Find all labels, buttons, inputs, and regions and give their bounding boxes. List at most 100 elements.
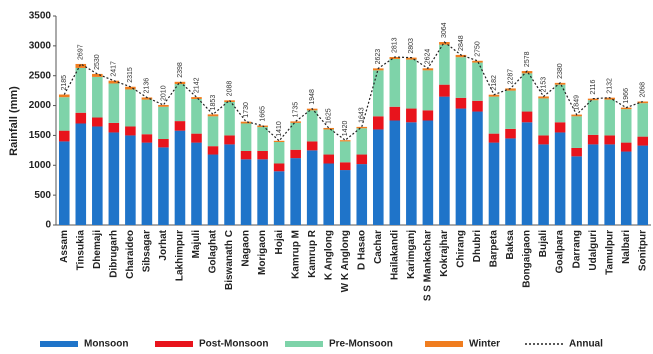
bar-segment — [439, 84, 450, 97]
y-tick-label: 1000 — [29, 160, 52, 171]
x-tick-label: Tinsukia — [75, 230, 86, 271]
bar-segment — [538, 98, 549, 136]
y-tick-label: 2000 — [29, 100, 52, 111]
x-tick-label: Sibsagar — [142, 230, 153, 272]
bar-segment — [125, 135, 136, 225]
legend-label: Pre-Monsoon — [329, 339, 393, 350]
bar-segment — [240, 121, 252, 124]
value-label: 1410 — [276, 121, 283, 137]
value-label: 2136 — [144, 78, 151, 94]
bar-segment — [306, 150, 318, 225]
bar-segment — [224, 101, 235, 136]
bar-segment — [389, 57, 401, 59]
x-tick-label: Nagaon — [241, 230, 252, 267]
bar-segment — [571, 116, 582, 148]
value-label: 2380 — [557, 63, 564, 79]
value-label: 1849 — [573, 95, 580, 111]
x-tick-label: Golaghat — [208, 229, 219, 273]
bar-segment — [273, 141, 285, 164]
value-label: 2142 — [193, 77, 200, 93]
bar-segment — [356, 164, 368, 225]
bar-segment — [472, 111, 483, 225]
x-tick-label: Hojai — [274, 230, 285, 255]
bar-segment — [637, 101, 649, 104]
bar-segment — [571, 156, 582, 225]
x-tick-label: Karimganj — [406, 230, 417, 279]
bar-segment — [389, 58, 401, 107]
bar-segment — [538, 96, 549, 99]
bar-segment — [240, 123, 252, 151]
bar-segment — [538, 135, 549, 145]
bar-segment — [273, 171, 285, 225]
bar-segment — [141, 134, 153, 143]
bar-segment — [637, 103, 649, 137]
bar-segment — [207, 114, 219, 117]
bar-segment — [125, 86, 136, 90]
value-label: 2010 — [160, 85, 167, 101]
bar-segment — [604, 99, 615, 136]
bar-segment — [141, 97, 153, 100]
value-label: 2530 — [94, 54, 101, 70]
x-tick-label: Nalbari — [621, 230, 632, 264]
bar-segment — [224, 135, 235, 145]
bar-segment — [108, 132, 120, 225]
bar-segment — [521, 73, 533, 112]
bar-segment — [58, 97, 70, 131]
annual-line — [63, 41, 643, 142]
bar-segment — [620, 107, 632, 110]
x-tick-label: Jorhat — [158, 229, 169, 260]
bar-segment — [207, 146, 219, 155]
bar-segment — [439, 96, 450, 225]
bar-segment — [505, 90, 516, 129]
bar-segment — [141, 142, 153, 225]
bar-segment — [637, 136, 649, 146]
x-tick-label: D Hasao — [356, 230, 367, 270]
bar-segment — [158, 104, 169, 107]
x-tick-label: Udalguri — [588, 230, 599, 271]
bar-segment — [108, 122, 120, 133]
value-label: 2153 — [540, 77, 547, 93]
bar-segment — [158, 106, 169, 140]
x-tick-label: Assam — [59, 230, 70, 263]
legend-swatch — [285, 341, 323, 347]
value-label: 2417 — [111, 61, 118, 77]
x-tick-label: K Anglong — [323, 230, 334, 280]
bar-segment — [554, 132, 566, 225]
bar-segment — [488, 133, 500, 143]
x-tick-label: Darrang — [571, 230, 582, 268]
value-label: 2182 — [491, 75, 498, 91]
bar-segment — [207, 154, 219, 225]
bar-segment — [620, 151, 632, 225]
legend-label: Monsoon — [84, 339, 128, 350]
value-label: 2697 — [78, 44, 85, 60]
x-tick-label: S S Mankachar — [423, 230, 434, 301]
y-tick-label: 500 — [34, 190, 51, 201]
bar-segment — [191, 97, 202, 100]
bar-segment — [406, 122, 417, 225]
bar-segment — [505, 138, 516, 225]
bar-segment — [505, 128, 516, 139]
bar-segment — [620, 142, 632, 152]
y-tick-label: 3000 — [29, 40, 52, 51]
x-tick-label: Kamrup R — [307, 229, 318, 278]
bar-segment — [373, 129, 384, 225]
bar-segment — [141, 99, 153, 135]
bar-segment — [58, 130, 70, 142]
bar-segment — [75, 112, 87, 124]
x-tick-label: Cachar — [373, 230, 384, 264]
legend-label: Post-Monsoon — [199, 339, 268, 350]
x-tick-label: Kokrajhar — [439, 230, 450, 277]
bar-segment — [571, 114, 582, 117]
value-label: 2398 — [177, 62, 184, 78]
bar-segment — [290, 121, 301, 123]
x-tick-label: Tamulpur — [604, 230, 615, 275]
value-label: 1948 — [309, 89, 316, 105]
bar-segment — [207, 116, 219, 147]
bar-segment — [240, 150, 252, 160]
y-tick-label: 1500 — [29, 130, 52, 141]
bar-segment — [488, 142, 500, 225]
x-tick-label: Chirang — [456, 230, 467, 268]
bar-segment — [373, 68, 384, 71]
bar-segment — [92, 76, 103, 118]
bar-segment — [455, 57, 467, 98]
